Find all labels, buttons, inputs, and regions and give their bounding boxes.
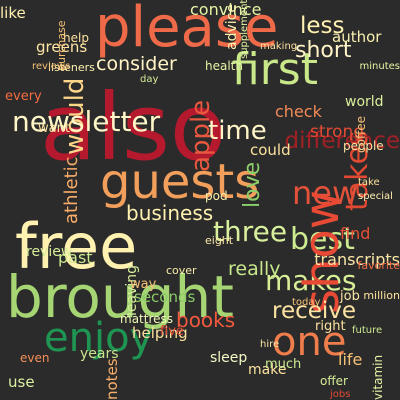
cloud-word: check	[275, 102, 322, 121]
cloud-word: job	[340, 289, 360, 304]
cloud-word: years	[80, 346, 119, 362]
cloud-word: favorite	[357, 259, 400, 272]
cloud-word: athletic	[61, 156, 82, 224]
cloud-word: past	[58, 248, 93, 267]
cloud-word: hire	[260, 339, 280, 350]
cloud-word: eight	[205, 234, 234, 247]
cloud-word: enjoy	[44, 315, 154, 361]
cloud-word: much	[265, 357, 302, 372]
cloud-word: reviews	[32, 61, 71, 72]
cloud-word: sleep	[210, 350, 248, 366]
cloud-word: really	[228, 258, 281, 280]
cloud-word: future	[352, 325, 383, 336]
cloud-word: difference	[284, 128, 400, 154]
cloud-word: time	[208, 116, 267, 146]
cloud-word: coffee	[354, 116, 368, 153]
cloud-word: transcripts	[314, 250, 400, 269]
cloud-word: offer	[320, 374, 348, 388]
cloud-word: one	[272, 319, 347, 365]
cloud-word: right	[315, 319, 346, 334]
cloud-word: million	[363, 289, 400, 302]
cloud-word: books	[176, 308, 236, 332]
cloud-word: supplement	[239, 0, 250, 60]
cloud-word: author	[332, 28, 382, 46]
cloud-word: love	[240, 161, 265, 208]
cloud-word: even	[20, 351, 50, 365]
cloud-word: help	[63, 31, 89, 45]
cloud-word: three	[213, 215, 288, 248]
cloud-word: guests	[100, 154, 260, 210]
cloud-word: receive	[272, 298, 357, 324]
cloud-word: newsletter	[12, 105, 161, 138]
cloud-word: life	[338, 350, 363, 369]
cloud-word: notes	[103, 358, 121, 400]
cloud-word: every	[5, 89, 42, 104]
cloud-word: take	[358, 177, 380, 188]
cloud-word: want	[38, 121, 70, 136]
cloud-word: brought	[6, 263, 234, 331]
cloud-word: making	[260, 41, 298, 52]
cloud-word: five	[160, 324, 184, 339]
cloud-word: make	[248, 362, 287, 378]
cloud-word: greens	[36, 38, 88, 56]
cloud-word: first	[232, 44, 318, 95]
cloud-word: people	[343, 139, 384, 153]
cloud-word: business	[126, 201, 214, 225]
cloud-word: advice	[224, 4, 240, 50]
cloud-word: please	[95, 0, 279, 60]
cloud-word: mattress	[120, 312, 174, 326]
cloud-word: new	[292, 174, 359, 212]
cloud-word: today	[292, 297, 321, 308]
cloud-word: strong	[310, 122, 365, 142]
cloud-word: health	[205, 59, 243, 73]
cloud-word: like	[0, 4, 26, 22]
cloud-word: pod	[205, 189, 228, 203]
cloud-word: vitamin	[371, 354, 385, 400]
cloud-word: could	[250, 141, 291, 159]
cloud-word: best	[290, 222, 355, 257]
cloud-word: day	[140, 74, 159, 85]
cloud-word: helping	[132, 324, 188, 342]
cloud-word: review	[26, 244, 73, 260]
cloud-word: makes	[265, 264, 357, 297]
cloud-word: minutes	[359, 61, 400, 72]
cloud-word: special	[358, 191, 393, 202]
cloud-word: listeners	[48, 61, 95, 74]
cloud-word: short	[295, 38, 352, 63]
cloud-word: convince	[190, 0, 262, 19]
cloud-word: world	[345, 94, 384, 110]
cloud-word: use	[8, 373, 35, 391]
cloud-word: jobs	[330, 389, 351, 400]
cloud-word: also	[40, 74, 227, 181]
cloud-word: less	[300, 13, 345, 39]
cloud-word: find	[340, 224, 371, 243]
cloud-word: way	[130, 277, 157, 292]
cloud-word: cover	[166, 264, 197, 277]
cloud-word: seconds	[134, 288, 196, 306]
cloud-word: consider	[96, 53, 177, 75]
cloud-word: free	[15, 210, 138, 283]
